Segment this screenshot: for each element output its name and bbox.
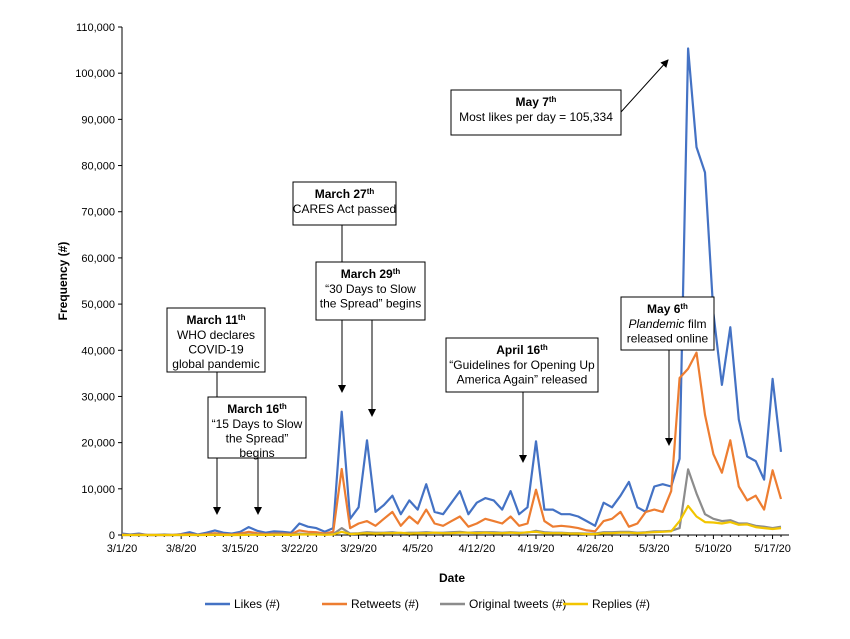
annotation-text: begins <box>239 446 274 460</box>
annotation-title: March 11th <box>187 313 246 328</box>
x-tick-label: 3/1/20 <box>107 543 138 555</box>
x-tick-label: 5/10/20 <box>695 543 732 555</box>
annotation-text: “Guidelines for Opening Up <box>449 358 595 372</box>
annotation-text: global pandemic <box>172 357 259 371</box>
annotation-text: COVID-19 <box>188 343 244 357</box>
x-tick-label: 3/22/20 <box>281 543 318 555</box>
annotation-box <box>315 261 426 321</box>
annotation-box <box>292 181 397 226</box>
x-tick-label: 5/3/20 <box>639 543 670 555</box>
y-tick-label: 60,000 <box>81 253 115 265</box>
legend-label: Original tweets (#) <box>469 597 566 611</box>
annotation-sup: th <box>367 187 375 196</box>
x-axis-label: Date <box>439 571 465 585</box>
y-tick-label: 20,000 <box>81 438 115 450</box>
annotation-box <box>445 337 599 393</box>
annotation-sup: th <box>393 267 401 276</box>
annotation-date: March 27 <box>315 187 367 201</box>
annotation-text: America Again” released <box>457 373 588 387</box>
y-axis-label: Frequency (#) <box>56 242 70 321</box>
annotation-box <box>166 307 266 373</box>
annotation-text: Plandemic film <box>628 317 706 331</box>
annotation-date: March 16 <box>227 402 279 416</box>
x-tick-label: 3/8/20 <box>166 543 197 555</box>
y-tick-label: 80,000 <box>81 161 115 173</box>
y-tick-label: 50,000 <box>81 299 115 311</box>
annotation-text: WHO declares <box>177 328 255 342</box>
legend-label: Retweets (#) <box>351 597 419 611</box>
annotation-box <box>207 396 307 459</box>
annotation-title: March 29th <box>341 267 401 282</box>
annotation-arrow <box>620 59 669 113</box>
annotation-sup: th <box>540 343 548 352</box>
annotation-date: May 6 <box>647 302 681 316</box>
annotation-date: May 7 <box>516 95 550 109</box>
annotation-date: March 11 <box>187 313 239 327</box>
annotation-sup: th <box>279 402 287 411</box>
annotation-title: May 6th <box>647 302 688 317</box>
x-tick-label: 3/29/20 <box>340 543 377 555</box>
annotation-sup: th <box>238 313 246 322</box>
annotation-sup: th <box>680 302 688 311</box>
y-tick-label: 100,000 <box>75 68 115 80</box>
annotation-text: the Spread” begins <box>320 297 421 311</box>
x-tick-label: 4/12/20 <box>458 543 495 555</box>
annotation-line: film <box>685 317 707 331</box>
annotation-text: released online <box>627 332 709 346</box>
annotation-text: CARES Act passed <box>293 202 396 216</box>
annotation-text: Most likes per day = 105,334 <box>459 110 613 124</box>
annotation-box <box>620 296 715 351</box>
series-line <box>122 504 782 537</box>
y-tick-label: 110,000 <box>76 22 115 34</box>
legend-label: Replies (#) <box>592 597 650 611</box>
x-tick-label: 4/5/20 <box>402 543 433 555</box>
y-tick-label: 0 <box>109 530 115 542</box>
y-tick-label: 30,000 <box>81 391 115 403</box>
annotation-title: March 27th <box>315 187 375 202</box>
annotation-date: April 16 <box>496 343 540 357</box>
y-tick-label: 90,000 <box>81 114 115 126</box>
y-tick-label: 70,000 <box>81 207 115 219</box>
annotation-sup: th <box>549 95 557 104</box>
x-tick-label: 4/26/20 <box>577 543 614 555</box>
annotation-italic: Plandemic <box>628 317 684 331</box>
annotation-date: March 29 <box>341 267 393 281</box>
annotation-box <box>450 89 622 136</box>
y-tick-label: 40,000 <box>81 345 115 357</box>
x-tick-label: 4/19/20 <box>518 543 555 555</box>
x-tick-label: 5/17/20 <box>754 543 791 555</box>
x-tick-label: 3/15/20 <box>222 543 259 555</box>
annotation-text: the Spread” <box>226 432 289 446</box>
annotation-text: “30 Days to Slow <box>325 282 416 296</box>
annotation-title: May 7th <box>516 95 557 110</box>
annotation-title: March 16th <box>227 402 287 417</box>
legend-label: Likes (#) <box>234 597 280 611</box>
y-tick-label: 10,000 <box>81 484 115 496</box>
annotation-text: “15 Days to Slow <box>212 417 303 431</box>
annotation-title: April 16th <box>496 343 548 358</box>
